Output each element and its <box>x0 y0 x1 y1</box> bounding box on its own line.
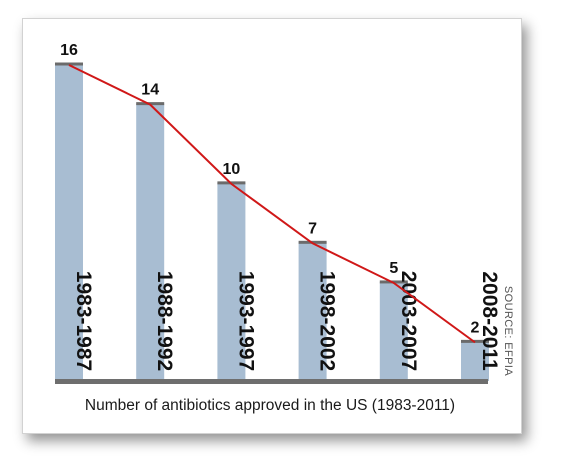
category-label: 2003-2007 <box>397 271 420 371</box>
category-labels: 1983-1987 1988-1992 1993-1997 1998-2002 2003… <box>72 271 501 371</box>
value-labels: 16 14 10 7 5 2 <box>60 42 479 336</box>
value-label: 5 <box>389 260 398 277</box>
bar <box>217 182 246 381</box>
value-label: 10 <box>223 161 241 178</box>
chart-card <box>22 18 522 434</box>
category-label: 1988-1992 <box>153 271 176 371</box>
value-label: 7 <box>308 220 317 237</box>
category-label: 1983-1987 <box>72 271 95 371</box>
bar-cap <box>55 62 83 66</box>
source-label: SOURCE: EFPIA <box>502 286 514 376</box>
chart-title: Number of antibiotics approved in the US… <box>85 397 455 414</box>
category-label: 2008-2011 <box>478 271 501 371</box>
bar <box>55 64 83 381</box>
bar <box>136 103 165 381</box>
trend-line <box>68 64 476 344</box>
value-label: 16 <box>60 42 78 59</box>
bars <box>55 62 489 381</box>
baseline <box>55 379 488 384</box>
bar <box>298 242 327 381</box>
bar <box>379 281 408 381</box>
category-label: 1993-1997 <box>234 271 257 371</box>
bar <box>461 341 489 381</box>
value-label: 2 <box>471 319 480 336</box>
category-label: 1998-2002 <box>316 271 339 371</box>
value-label: 14 <box>141 82 159 99</box>
